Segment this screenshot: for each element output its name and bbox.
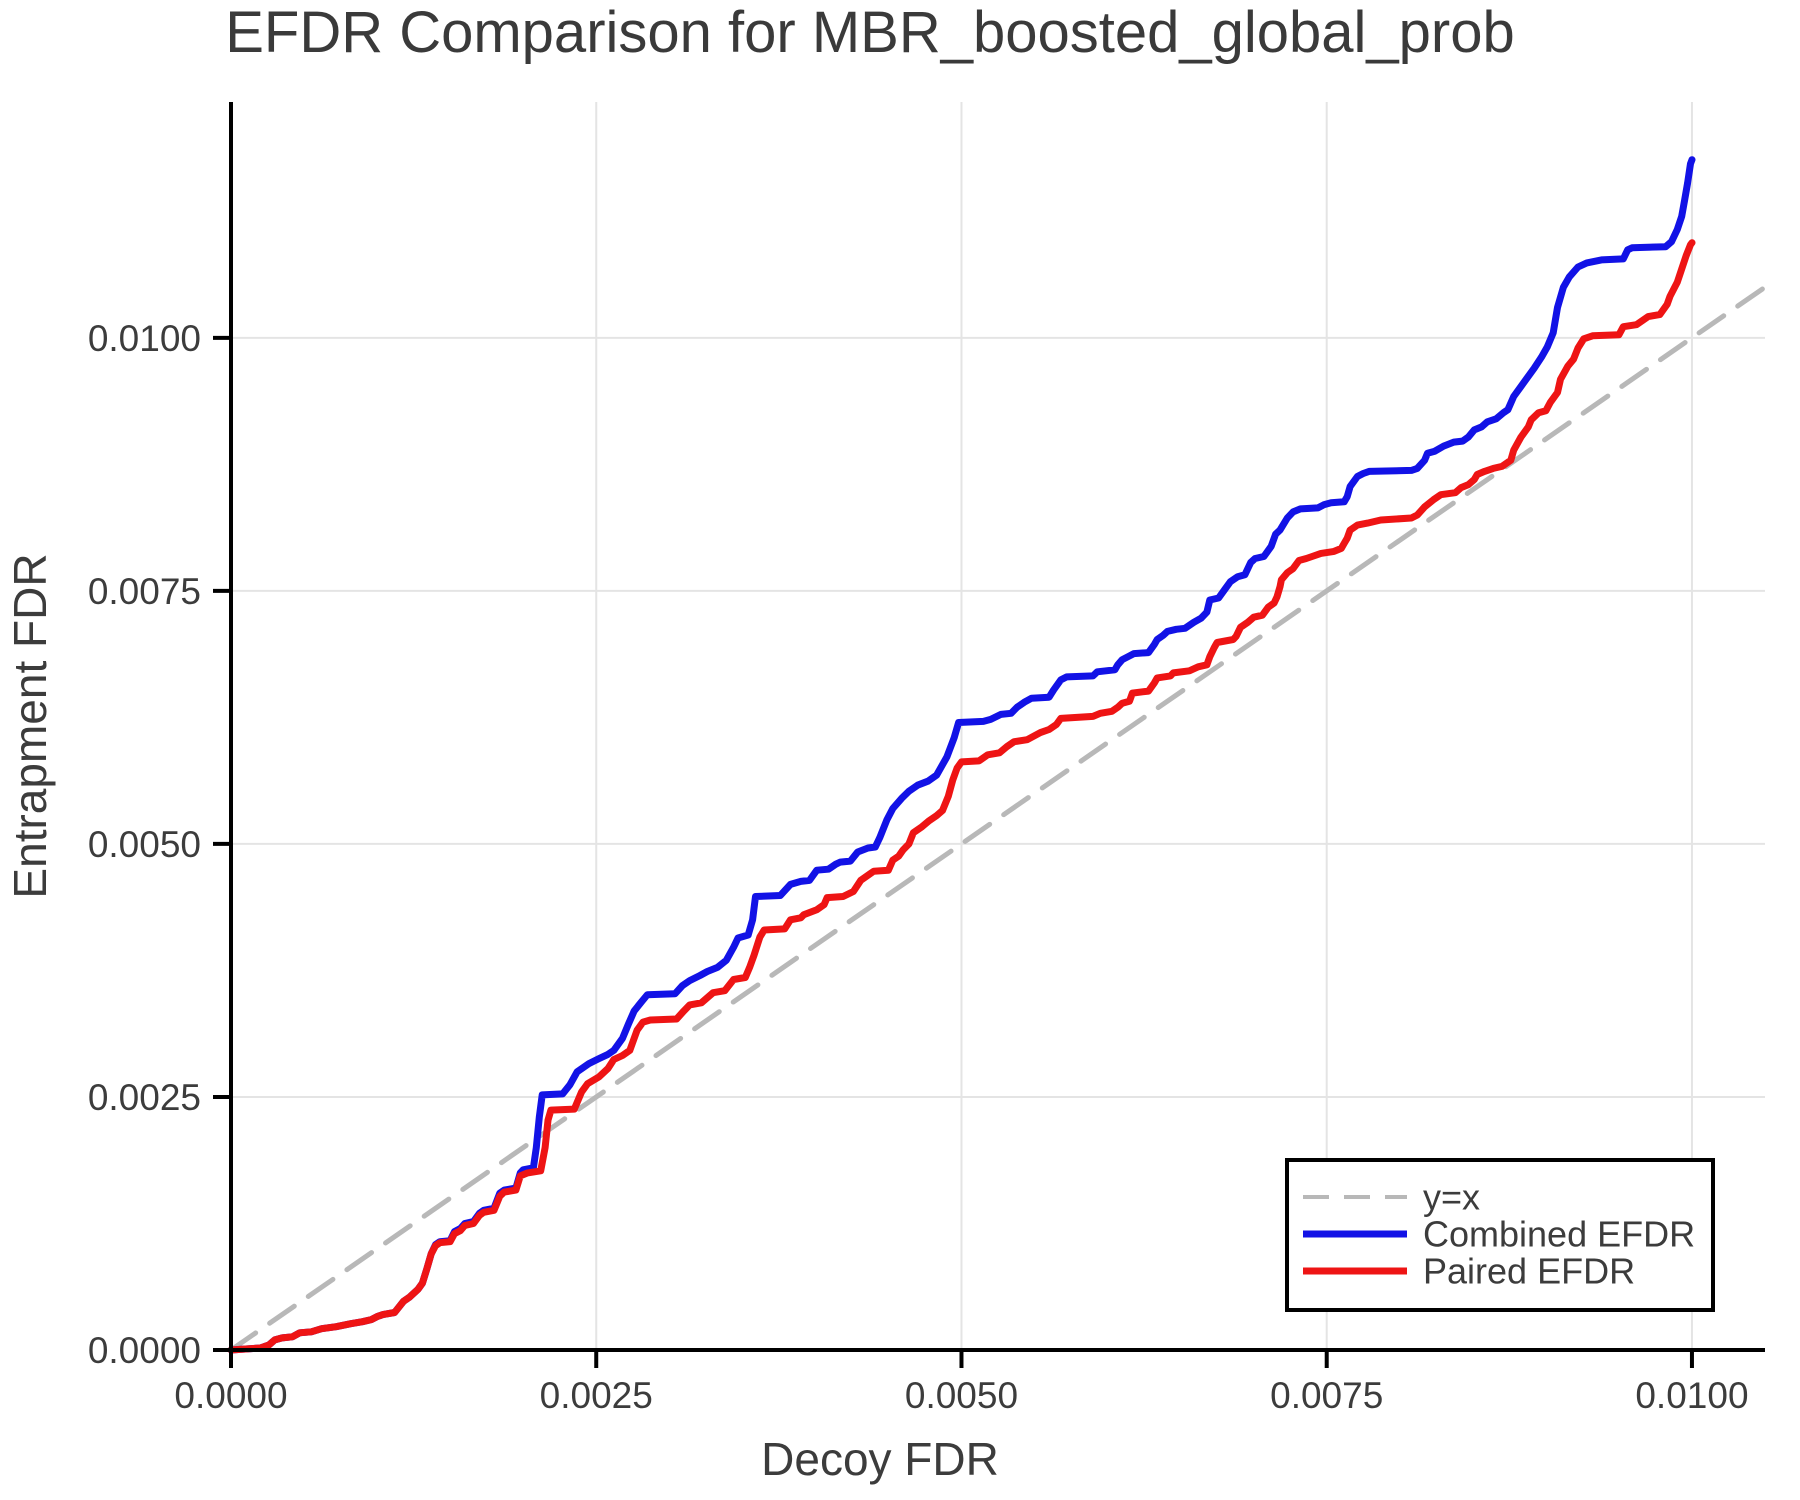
chart-title: EFDR Comparison for MBR_boosted_global_p… bbox=[225, 0, 1515, 65]
paired-efdr-line bbox=[227, 239, 1696, 1354]
axes-layer: 0.0000 0.0025 0.0050 0.0075 0.0100 0.0000 0.00… bbox=[88, 102, 1765, 1416]
y-tick-label: 0.0000 bbox=[88, 1330, 201, 1371]
legend-entry-combined-efdr: Combined EFDR bbox=[1303, 1214, 1695, 1255]
x-tick-label: 0.0050 bbox=[905, 1375, 1018, 1416]
series-layer bbox=[227, 156, 1768, 1354]
legend: y=x Combined EFDR Paired EFDR bbox=[1285, 1158, 1715, 1312]
y-tick-label: 0.0025 bbox=[88, 1077, 201, 1118]
y-tick-label: 0.0075 bbox=[88, 571, 201, 612]
legend-label-paired-efdr: Paired EFDR bbox=[1423, 1251, 1635, 1292]
y-tick-label: 0.0100 bbox=[88, 318, 201, 359]
y-tick-label: 0.0050 bbox=[88, 824, 201, 865]
legend-label-yx: y=x bbox=[1423, 1177, 1480, 1218]
grid-layer bbox=[231, 102, 1765, 1350]
x-tick-label: 0.0100 bbox=[1635, 1375, 1748, 1416]
x-tick-label: 0.0025 bbox=[540, 1375, 653, 1416]
y-axis-label: Entrapment FDR bbox=[4, 553, 56, 898]
x-tick-label: 0.0075 bbox=[1270, 1375, 1383, 1416]
x-axis-label: Decoy FDR bbox=[761, 1433, 999, 1485]
x-tick-label: 0.0000 bbox=[174, 1375, 287, 1416]
legend-entry-yx: y=x bbox=[1303, 1177, 1480, 1218]
legend-entry-paired-efdr: Paired EFDR bbox=[1303, 1251, 1635, 1292]
legend-label-combined-efdr: Combined EFDR bbox=[1423, 1214, 1695, 1255]
